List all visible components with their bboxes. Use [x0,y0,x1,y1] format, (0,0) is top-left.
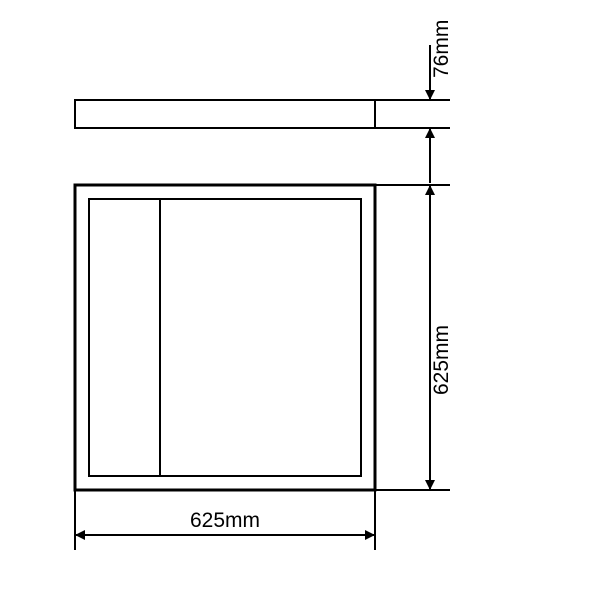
height-dimension-label: 625mm [430,325,453,395]
thickness-dimension-label: 76mm [430,20,453,78]
dimensional-drawing: 625mm 625mm 76mm [0,0,600,600]
width-dimension-label: 625mm [190,509,260,532]
